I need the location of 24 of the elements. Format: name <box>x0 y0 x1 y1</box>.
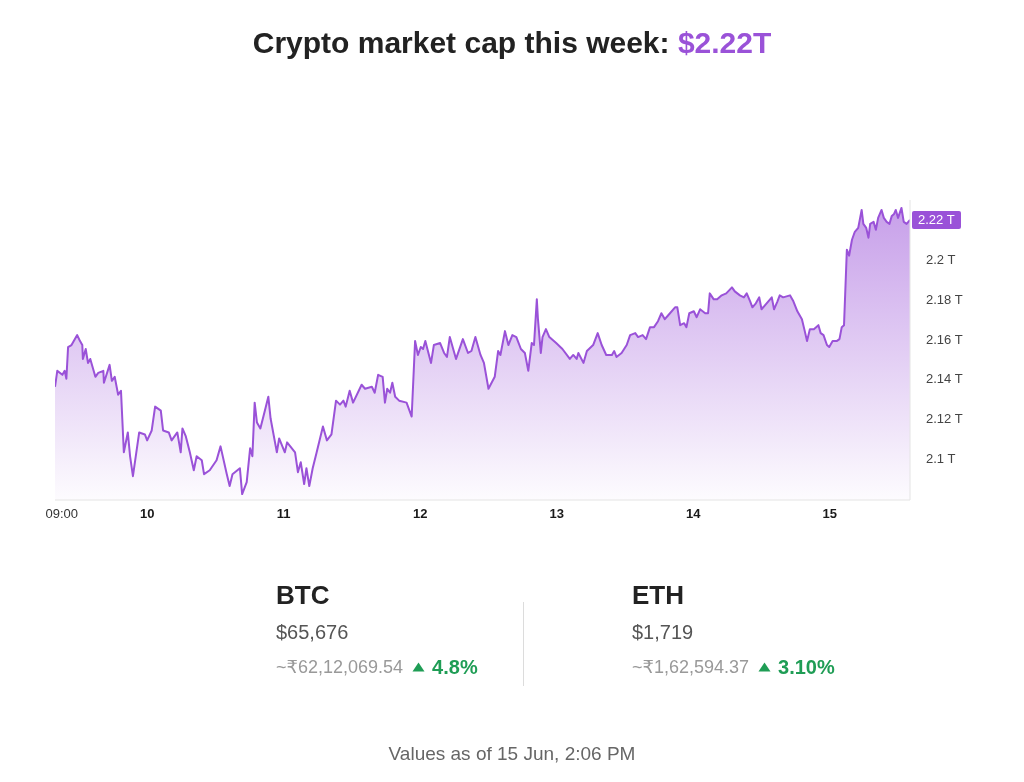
y-tick-label: 2.14 T <box>926 371 963 387</box>
text: $65,676 <box>276 620 349 644</box>
text: ~₹62,12,069.54 <box>276 656 404 678</box>
y-tick-label: 2.18 T <box>926 291 963 307</box>
text: BTC <box>276 580 330 610</box>
text: $1,719 <box>632 620 694 644</box>
x-tick-label: 11 <box>276 506 291 521</box>
y-tick-label: 2.16 T <box>926 331 963 347</box>
x-tick-label: 09:00 <box>45 506 79 521</box>
text: 4.8% <box>432 655 478 679</box>
y-tick-label: 2.2 T <box>926 252 956 268</box>
text: ~₹1,62,594.37 <box>632 656 750 678</box>
y-tick-label: 2.1 T <box>926 450 956 466</box>
text: 3.10% <box>778 655 835 679</box>
y-tick-label: 2.12 T <box>926 411 963 427</box>
x-tick-label: 12 <box>412 506 428 521</box>
x-tick-label: 13 <box>549 506 564 521</box>
x-tick-label: 10 <box>139 506 155 521</box>
x-tick-label: 15 <box>822 506 838 521</box>
text: Values as of 15 Jun, 2:06 PM <box>387 742 637 766</box>
text: ETH <box>632 580 684 610</box>
x-tick-label: 14 <box>686 506 702 521</box>
chart-title: Crypto market cap this week: $2.22T <box>251 26 773 60</box>
annotation: 2.22 T <box>912 210 961 229</box>
